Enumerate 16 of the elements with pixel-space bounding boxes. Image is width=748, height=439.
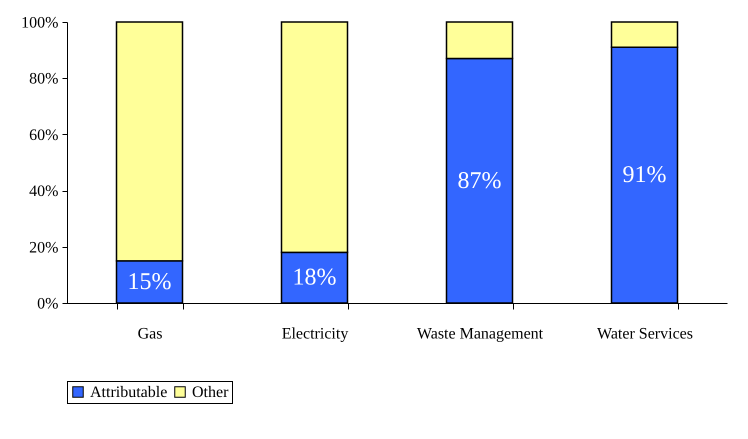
data-label: 91% (622, 162, 666, 188)
data-label: 15% (128, 268, 172, 295)
y-tick-label: 40% (29, 183, 58, 200)
x-tick-label: Gas (138, 326, 162, 342)
y-tick-label: 0% (37, 296, 58, 312)
data-label: 18% (292, 264, 336, 291)
x-tick-label: Water Services (597, 326, 693, 342)
legend-label: Other (192, 384, 230, 401)
x-tick-label: Waste Management (416, 326, 544, 342)
data-label: 87% (458, 168, 502, 194)
y-tick-label: 100% (21, 14, 58, 32)
y-tick-label: 80% (29, 70, 58, 88)
y-tick-label: 60% (29, 126, 58, 144)
legend-label: Attributable (90, 384, 168, 401)
x-tick-label: Electricity (282, 326, 348, 342)
y-tick-label: 20% (29, 239, 58, 256)
